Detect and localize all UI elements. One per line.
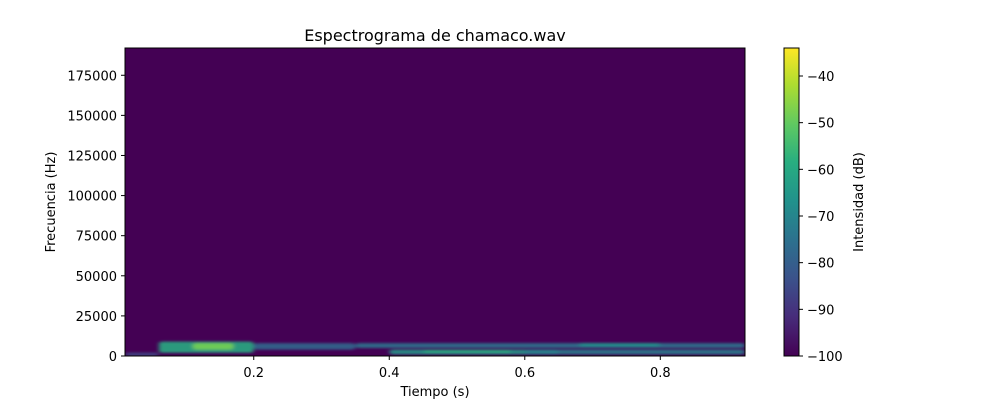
y-tick-label: 100000 [67,190,117,205]
y-tick-label: 125000 [67,149,117,164]
energy-region [192,343,234,350]
spectrogram-energy [125,341,745,356]
colorbar-ticks: −40 −50 −60 −70 −80 −90 −100 [799,70,843,365]
energy-region [578,343,661,347]
colorbar: −40 −50 −60 −70 −80 −90 −100 [783,47,843,365]
y-tick-label: 75000 [76,230,117,245]
y-tick-label: 50000 [76,270,117,285]
colorbar-tick-label: −80 [807,257,834,272]
x-tick-label: 0.2 [243,366,264,381]
y-axis-label: Frecuencia (Hz) [44,152,59,253]
y-tick-label: 25000 [76,310,117,325]
y-axis: 0 25000 50000 75000 100000 125000 150000 175000 [67,69,125,365]
colorbar-tick-label: −90 [807,303,834,318]
x-axis-label: Tiempo (s) [399,385,469,400]
energy-region [355,343,745,348]
colorbar-tick-label: −100 [807,350,843,365]
colorbar-tick-label: −70 [807,210,834,225]
x-tick-label: 0.4 [379,366,400,381]
spectrogram-background [125,48,745,356]
x-axis: 0.2 0.4 0.6 0.8 [243,356,671,381]
colorbar-tick-label: −50 [807,117,834,132]
y-tick-label: 150000 [67,109,117,124]
colorbar-label: Intensidad (dB) [852,152,867,252]
plot-area [124,47,746,357]
energy-region [253,343,356,350]
plot-frame [124,47,746,357]
colorbar-tick-label: −60 [807,163,834,178]
x-tick-label: 0.6 [514,366,535,381]
energy-region [423,350,512,353]
colorbar-tick-label: −40 [807,70,834,85]
x-tick-label: 0.8 [650,366,671,381]
chart-title: Espectrograma de chamaco.wav [304,26,566,45]
energy-region [125,352,159,356]
energy-region [524,349,745,355]
colorbar-gradient [783,47,800,357]
y-tick-label: 0 [109,350,117,365]
y-tick-label: 175000 [67,69,117,84]
